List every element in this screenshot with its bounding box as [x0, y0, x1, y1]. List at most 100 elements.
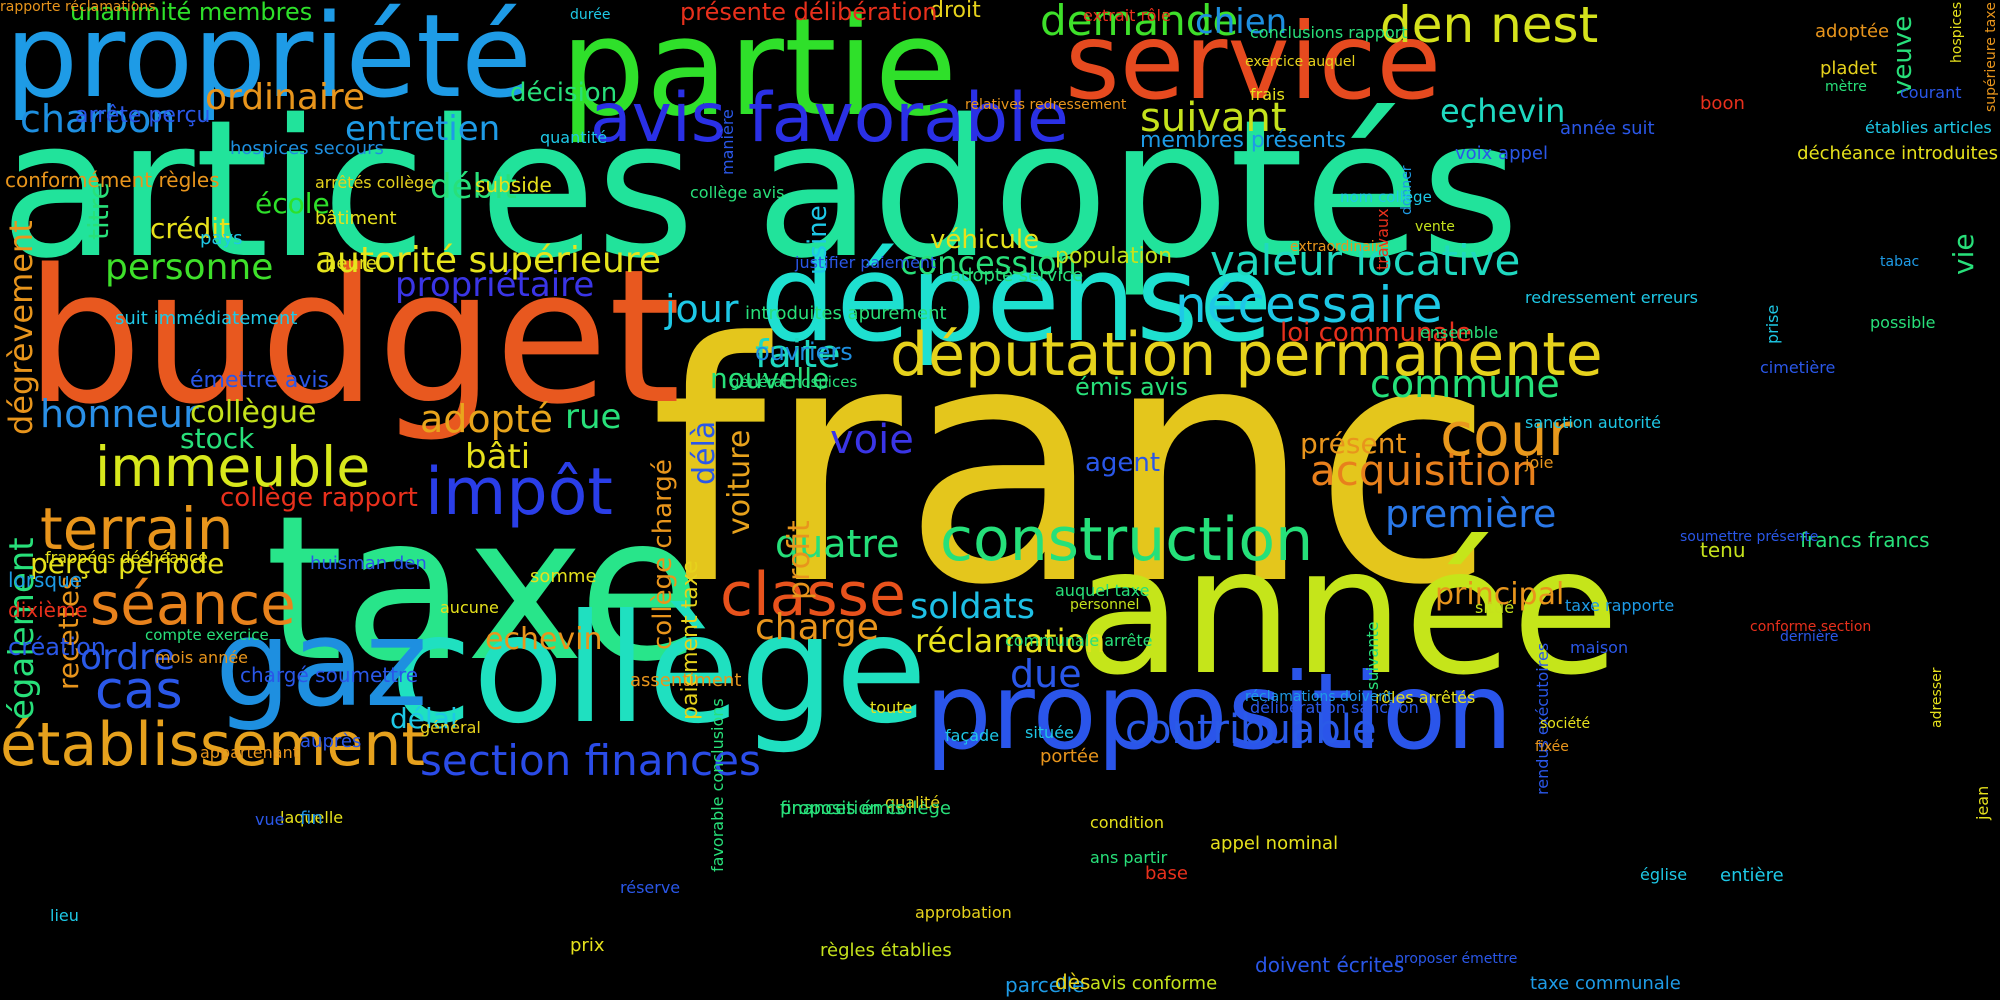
- cloud-word: parcelle: [1005, 973, 1085, 997]
- cloud-word: maison: [1570, 638, 1629, 657]
- cloud-word: création: [8, 633, 106, 661]
- cloud-word: relatives redressement: [965, 97, 1127, 113]
- cloud-word: gaz: [215, 595, 428, 734]
- cloud-word: personnel: [1070, 597, 1140, 613]
- cloud-word: avis favorable: [590, 79, 1069, 158]
- cloud-word: classe: [720, 560, 906, 630]
- cloud-word: fixée: [1535, 739, 1569, 755]
- cloud-word: courant: [1900, 83, 1962, 102]
- cloud-word: echevin: [485, 622, 603, 657]
- cloud-word: service: [1065, 1, 1442, 123]
- cloud-word: hospices: [1949, 2, 1965, 64]
- cloud-word: principal: [1435, 577, 1565, 612]
- cloud-word: collège chargé: [648, 459, 678, 650]
- cloud-word: base: [1145, 863, 1188, 884]
- cloud-word: année suit: [1560, 118, 1655, 139]
- cloud-word: supérieure taxe: [1983, 2, 1999, 112]
- cloud-word: frappées déchéance: [45, 548, 208, 567]
- cloud-word: laquelle: [280, 808, 344, 827]
- cloud-word: sanction autorité: [1525, 413, 1661, 432]
- cloud-word: terrain: [40, 495, 234, 563]
- cloud-word: auprès: [300, 731, 362, 752]
- cloud-word: société: [1540, 716, 1591, 732]
- cloud-word: délai: [390, 702, 458, 735]
- cloud-word: taxe: [265, 473, 702, 706]
- cloud-word: entière: [1720, 865, 1784, 886]
- cloud-word: ordinaire: [205, 77, 366, 118]
- cloud-word: général hospices: [730, 373, 858, 391]
- cloud-word: charbon: [20, 97, 176, 141]
- cloud-word: approbation: [915, 903, 1012, 922]
- cloud-word: proposition collège: [780, 798, 951, 819]
- cloud-word: rapporte réclamations: [0, 0, 156, 15]
- cloud-word: année: [1075, 511, 1620, 714]
- cloud-word: jean: [1973, 785, 1992, 820]
- cloud-word: cimetière: [1760, 358, 1836, 377]
- cloud-word: dégrèvement: [2, 220, 40, 435]
- cloud-word: exercice auquel: [1245, 54, 1356, 70]
- cloud-word: conformément règles: [5, 168, 220, 192]
- cloud-word: située: [1025, 723, 1074, 742]
- cloud-word: également: [2, 537, 42, 720]
- cloud-word: boon: [1700, 93, 1745, 114]
- cloud-word: église: [1640, 865, 1688, 884]
- cloud-word: ouvriers: [755, 338, 853, 366]
- cloud-word: portée: [1040, 746, 1100, 767]
- cloud-word: possible: [1870, 313, 1936, 332]
- cloud-word: véhicule: [930, 225, 1040, 255]
- cloud-word: partie: [560, 0, 958, 146]
- cloud-word: établissement: [0, 710, 425, 780]
- cloud-word: façade: [945, 726, 1000, 745]
- cloud-word: nécessaire: [1175, 276, 1443, 334]
- cloud-word: articles adoptés: [0, 79, 1520, 300]
- cloud-word: présente délibération: [680, 0, 938, 26]
- cloud-word: faite: [755, 332, 841, 376]
- cloud-word: lieu: [50, 906, 79, 925]
- cloud-word: cour: [1440, 400, 1573, 470]
- cloud-word: délà: [687, 420, 722, 485]
- cloud-word: charge: [755, 607, 879, 648]
- cloud-word: redressement erreurs: [1525, 288, 1699, 307]
- cloud-word: général: [420, 718, 481, 737]
- cloud-word: autorité supérieure: [315, 240, 662, 281]
- cloud-word: contribuable: [1125, 707, 1377, 753]
- cloud-word: conforme section: [1750, 619, 1872, 635]
- cloud-word: profit: [782, 520, 817, 600]
- cloud-word: fin: [300, 808, 323, 829]
- cloud-word: joie: [1525, 453, 1554, 472]
- cloud-word: déchéance introduites: [1797, 143, 1998, 164]
- cloud-word: qualité: [885, 793, 941, 812]
- cloud-word: réclamations doivent: [1245, 689, 1393, 705]
- cloud-word: paiement taxe: [678, 560, 703, 720]
- cloud-word: cas: [95, 661, 183, 721]
- cloud-word: somme: [530, 566, 597, 587]
- cloud-word: appel nominal: [1210, 833, 1339, 854]
- cloud-word: due: [1010, 652, 1082, 696]
- cloud-word: avis conforme: [1090, 973, 1218, 994]
- cloud-word: prix: [570, 935, 605, 956]
- cloud-word: budget: [25, 229, 681, 445]
- cloud-word: séance: [90, 570, 296, 638]
- cloud-word: situé: [1475, 598, 1515, 617]
- cloud-word: établies articles: [1865, 118, 1992, 137]
- cloud-word: introduites apurement: [745, 303, 947, 324]
- cloud-word: finances émis: [780, 798, 905, 819]
- cloud-word: personne: [105, 247, 274, 288]
- cloud-word: agent: [1085, 448, 1161, 478]
- cloud-word: émettre avis: [190, 368, 329, 393]
- cloud-word: voix appel: [1455, 143, 1548, 164]
- cloud-word: justifier paiement: [795, 253, 937, 272]
- cloud-word: impôt: [425, 455, 613, 530]
- cloud-word: subside: [475, 173, 552, 197]
- cloud-word: collège: [390, 583, 928, 757]
- cloud-word: réserve: [620, 878, 681, 897]
- cloud-word: pays: [200, 228, 243, 249]
- cloud-word: valeur locative: [1210, 236, 1521, 285]
- cloud-word: quantité: [540, 128, 608, 147]
- cloud-word: collège avis: [690, 183, 785, 202]
- cloud-word: franc: [650, 273, 1495, 657]
- cloud-word: soldats: [910, 587, 1035, 627]
- cloud-word: propriétaire: [395, 265, 595, 305]
- cloud-word: collègue: [190, 395, 317, 430]
- cloud-word: taxe rapporte: [1565, 596, 1675, 615]
